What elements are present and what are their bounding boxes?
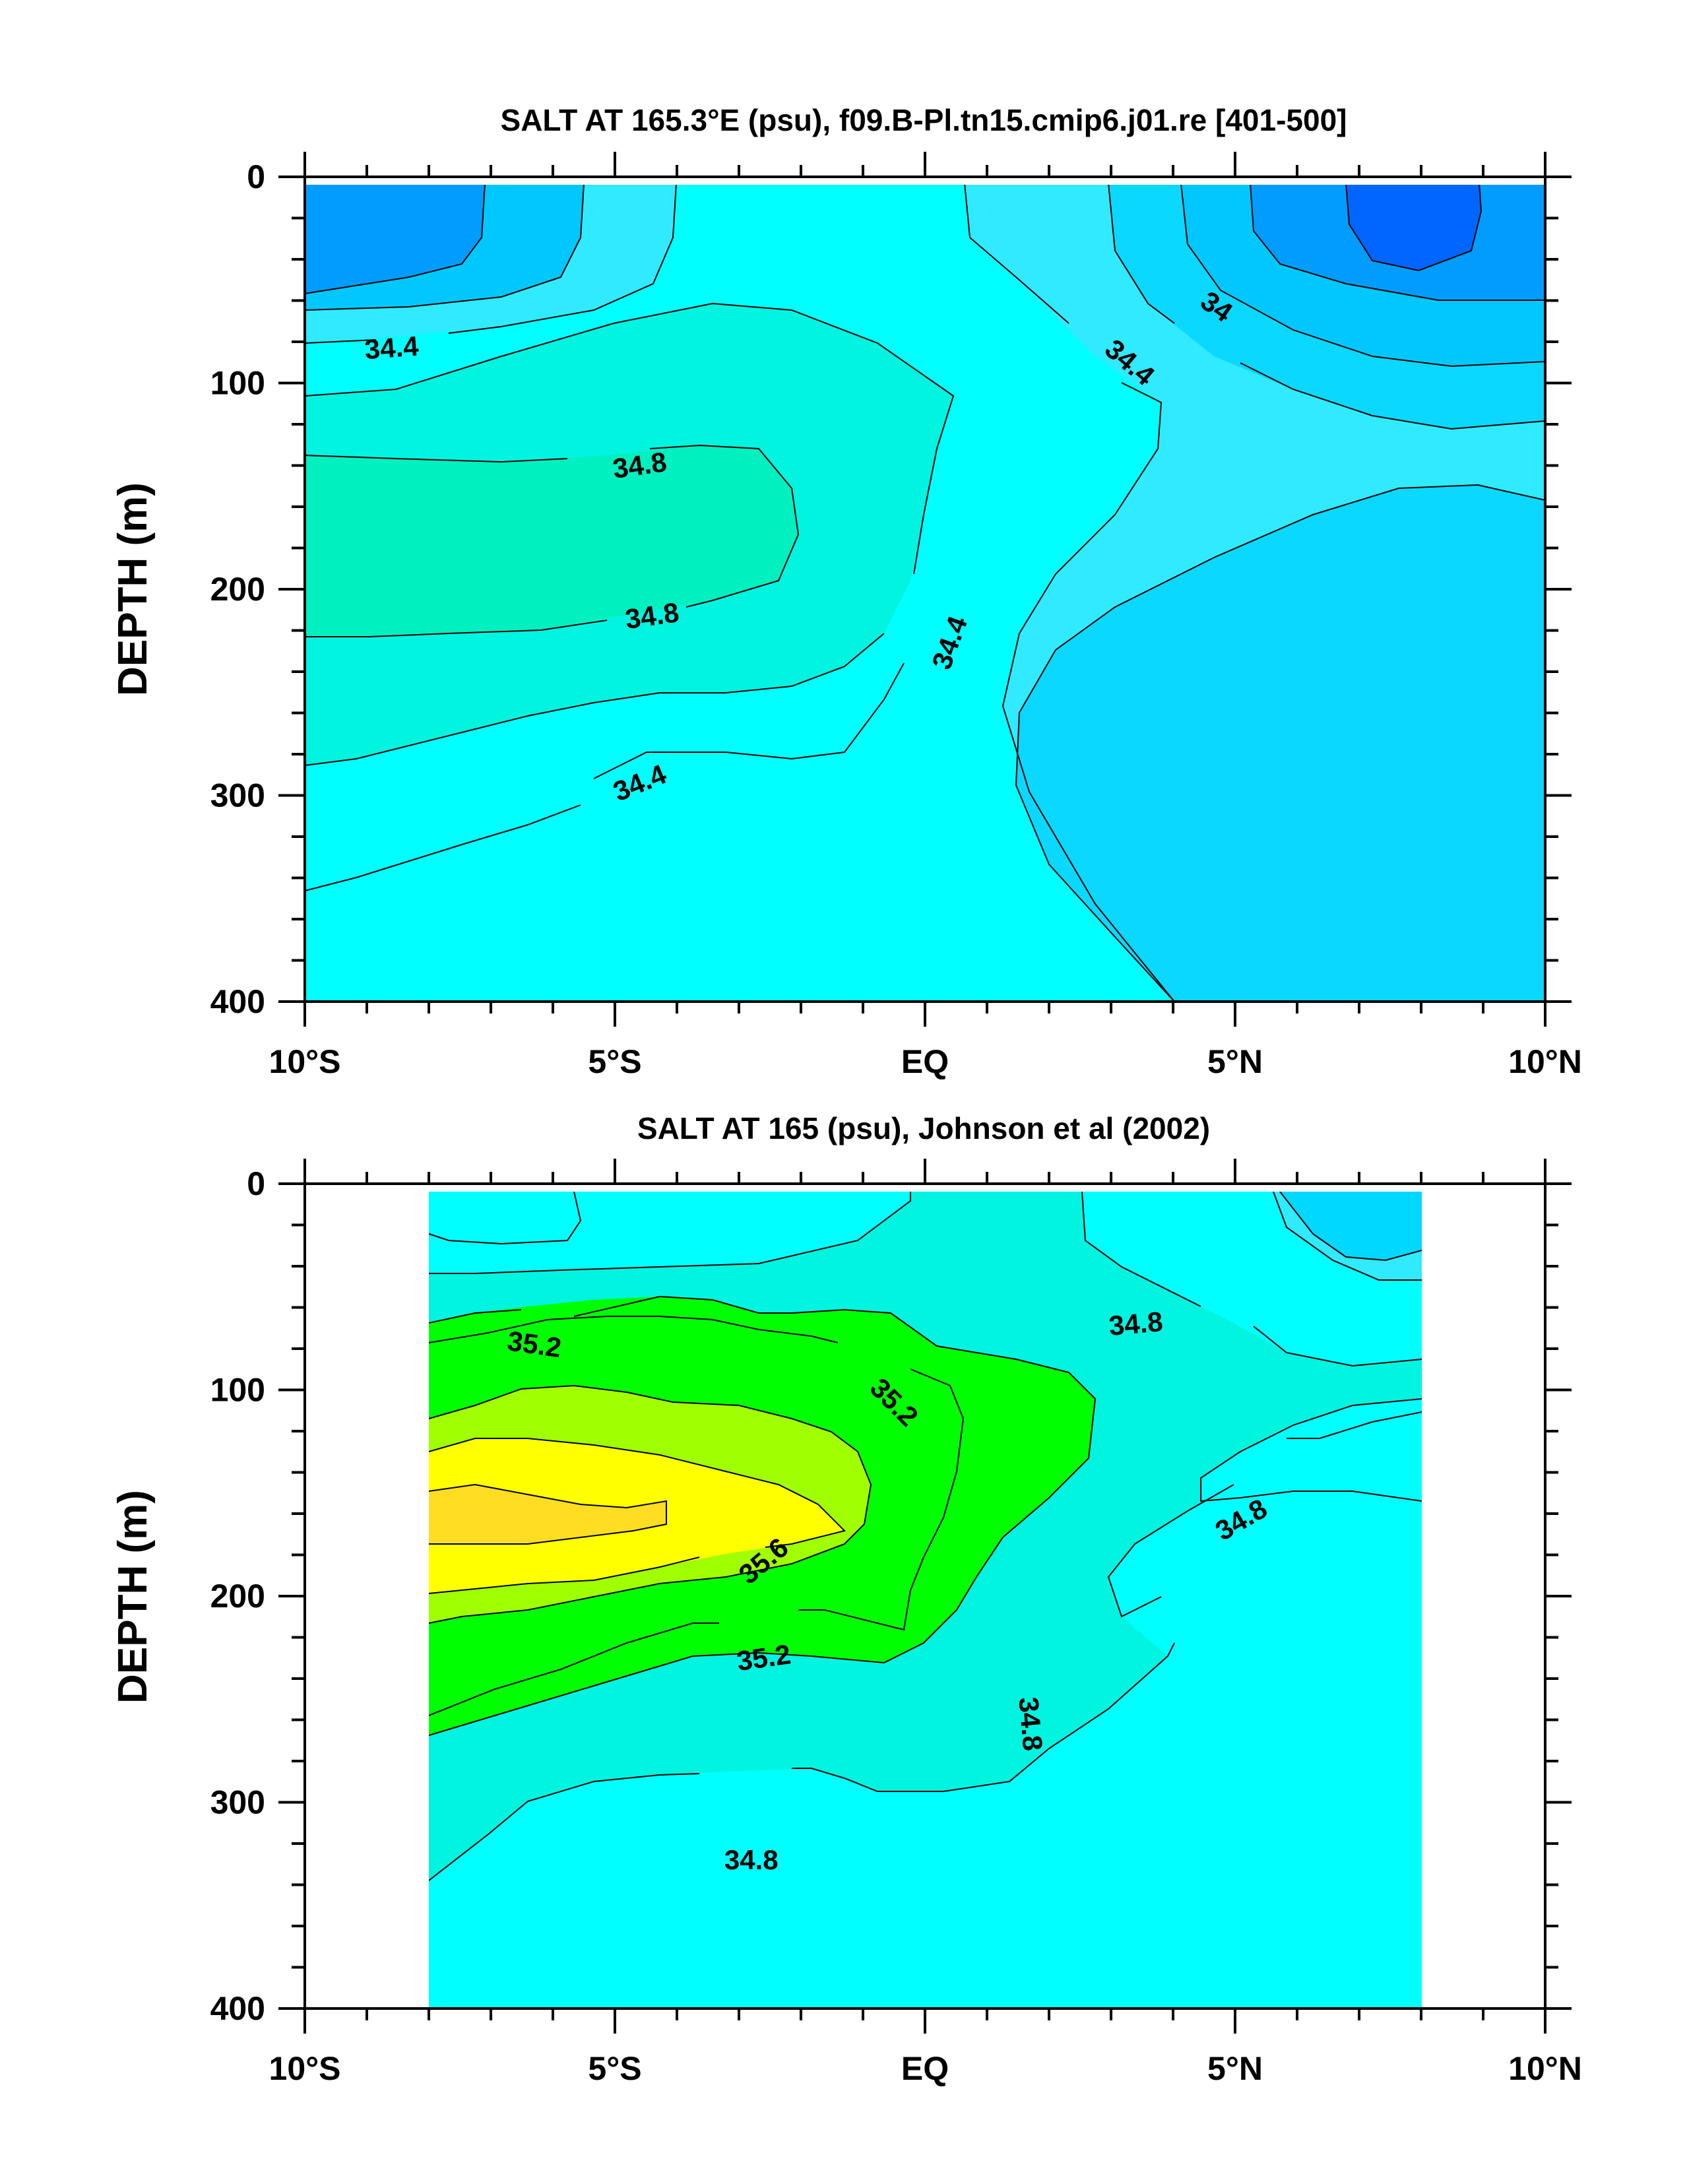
panel-observed-fill (429, 1192, 1422, 2010)
contour-line (1345, 183, 1482, 272)
contour-line (1015, 484, 1545, 1002)
level-34.6-left-obs-fill (429, 1192, 581, 1244)
surface-gap (305, 183, 1545, 185)
deep-right-fill (1016, 485, 1545, 1002)
contour-line (305, 183, 677, 344)
level-34.8-fill (305, 445, 798, 637)
panel-model: SALT AT 165.3°E (psu), f09.B-Pl.tn15.cmi… (110, 103, 1582, 1080)
x-tick-label: 5°S (588, 2050, 641, 2087)
panel-model-fill (305, 183, 1545, 1002)
panel-observed: SALT AT 165 (psu), Johnson et al (2002) (110, 1111, 1582, 2087)
panel-observed-ylabel: DEPTH (m) (110, 1490, 156, 1704)
x-tick-label: 5°N (1207, 1043, 1263, 1080)
contour-label: 34.8 (623, 596, 681, 635)
y-tick-label: 300 (210, 777, 265, 814)
contour-line (1273, 1192, 1422, 1281)
contour-line (429, 1438, 846, 1594)
contour-line (305, 183, 486, 294)
x-tick-label: 10°N (1508, 1043, 1582, 1080)
contour-line (593, 662, 905, 779)
contour-line (429, 1411, 1422, 1881)
panel-observed-ticks: 10°S 5°S EQ 5°N 10°N 0 100 200 300 400 (210, 1159, 1582, 2087)
contour-line (429, 1316, 965, 1716)
contour-line (1279, 1192, 1422, 1262)
contour-label: 34.8 (724, 1844, 779, 1875)
contour-line (429, 1295, 1097, 1736)
y-tick-label: 0 (247, 158, 265, 195)
y-tick-label: 100 (210, 1372, 265, 1409)
y-tick-label: 400 (210, 983, 265, 1020)
x-tick-label: 10°S (269, 1043, 341, 1080)
panel-model-title: SALT AT 165.3°E (psu), f09.B-Pl.tn15.cmi… (501, 103, 1347, 137)
panel-model-ticks: 10°S 5°S EQ 5°N 10°N 0 100 200 300 400 (210, 152, 1582, 1080)
contour-label: 34.8 (1108, 1306, 1164, 1341)
contour-label: 35.2 (735, 1638, 792, 1677)
y-tick-label: 400 (210, 1990, 265, 2027)
x-tick-label: 5°N (1207, 2050, 1263, 2087)
contour-line (964, 183, 1175, 1002)
x-tick-label: 10°N (1508, 2050, 1582, 2087)
contour-line (1250, 183, 1545, 301)
y-tick-label: 200 (210, 571, 265, 608)
contour-line (1180, 183, 1545, 368)
contour-line (305, 804, 581, 891)
contour-label: 34.8 (1013, 1696, 1048, 1752)
level-34.6-obs-fill (1280, 1192, 1422, 1260)
contour-line (305, 620, 608, 637)
contour-label: 35.2 (505, 1325, 563, 1363)
contour-label: 34.8 (611, 446, 668, 484)
contour-line (305, 302, 955, 575)
panel-model-ylabel: DEPTH (m) (110, 482, 156, 696)
level-33.6-right-fill (1346, 183, 1481, 271)
x-tick-label: 5°S (588, 1043, 641, 1080)
contour-line (429, 1192, 582, 1245)
y-tick-label: 200 (210, 1578, 265, 1615)
x-tick-label: EQ (901, 2050, 949, 2087)
level-34.0-left-fill (305, 183, 485, 294)
y-tick-label: 100 (210, 365, 265, 402)
level-35.8-fill (429, 1485, 666, 1544)
contour-label: 34.4 (364, 331, 420, 366)
x-tick-label: EQ (901, 1043, 949, 1080)
contour-line (429, 1483, 667, 1545)
contour-line (429, 1384, 872, 1624)
contour-line (1200, 1398, 1422, 1502)
y-tick-label: 0 (247, 1165, 265, 1202)
contour-line (305, 444, 800, 608)
contour-line (305, 183, 585, 311)
contour-line (429, 1192, 1422, 1367)
panel-observed-title: SALT AT 165 (psu), Johnson et al (2002) (637, 1111, 1210, 1145)
contour-line (1108, 183, 1545, 430)
y-tick-label: 300 (210, 1784, 265, 1821)
contour-line (305, 633, 885, 766)
x-tick-label: 10°S (269, 2050, 341, 2087)
